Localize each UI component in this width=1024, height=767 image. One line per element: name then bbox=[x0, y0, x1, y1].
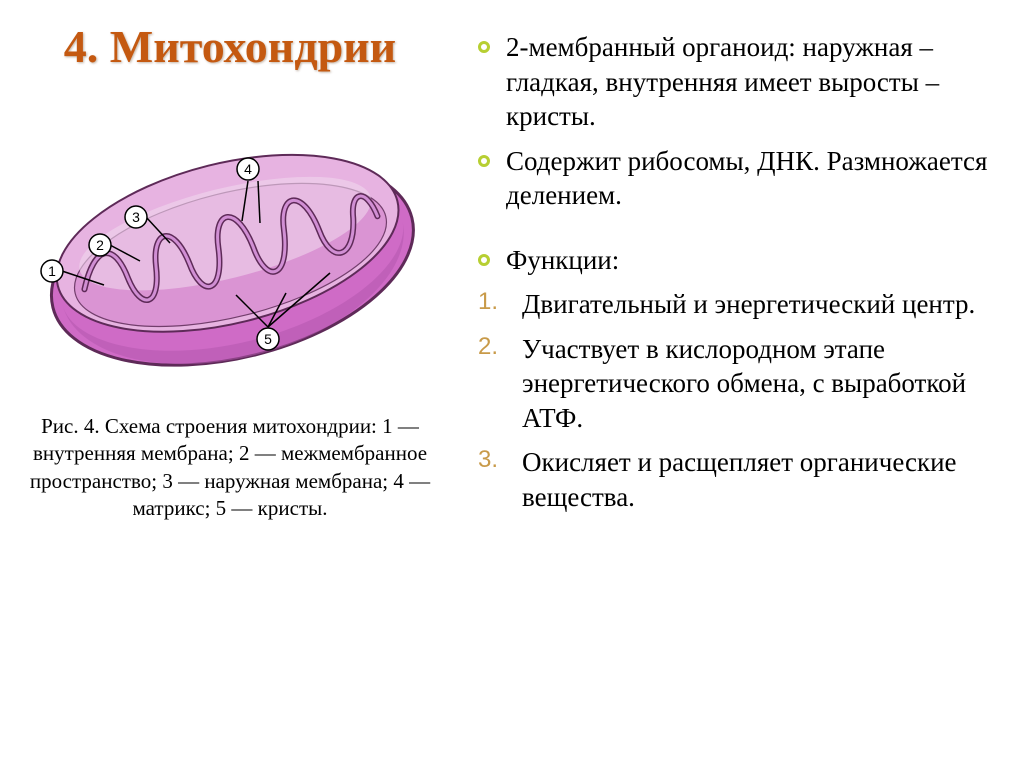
function-item: Участвует в кислородном этапе энергетиче… bbox=[470, 332, 990, 436]
functions-list: Двигательный и энергетический центр. Учас… bbox=[470, 287, 990, 514]
svg-text:4: 4 bbox=[244, 161, 252, 177]
mitochondrion-figure: 1 2 3 4 5 bbox=[10, 103, 450, 383]
svg-text:1: 1 bbox=[48, 263, 56, 279]
figure-caption: Рис. 4. Схема строения митохондрии: 1 — … bbox=[0, 413, 460, 522]
description-item: Содержит рибосомы, ДНК. Размножается дел… bbox=[470, 144, 990, 213]
svg-text:2: 2 bbox=[96, 237, 104, 253]
description-item: 2-мембранный органоид: наружная – гладка… bbox=[470, 30, 990, 134]
page-title: 4. Митохондрии bbox=[0, 20, 460, 73]
function-item: Окисляет и расщепляет органические вещес… bbox=[470, 445, 990, 514]
svg-text:3: 3 bbox=[132, 209, 140, 225]
function-item: Двигательный и энергетический центр. bbox=[470, 287, 990, 322]
svg-text:5: 5 bbox=[264, 331, 272, 347]
functions-heading: Функции: bbox=[470, 243, 990, 278]
functions-heading-list: Функции: bbox=[470, 243, 990, 278]
description-list: 2-мембранный органоид: наружная – гладка… bbox=[470, 30, 990, 213]
mitochondrion-diagram-icon: 1 2 3 4 5 bbox=[10, 103, 450, 383]
